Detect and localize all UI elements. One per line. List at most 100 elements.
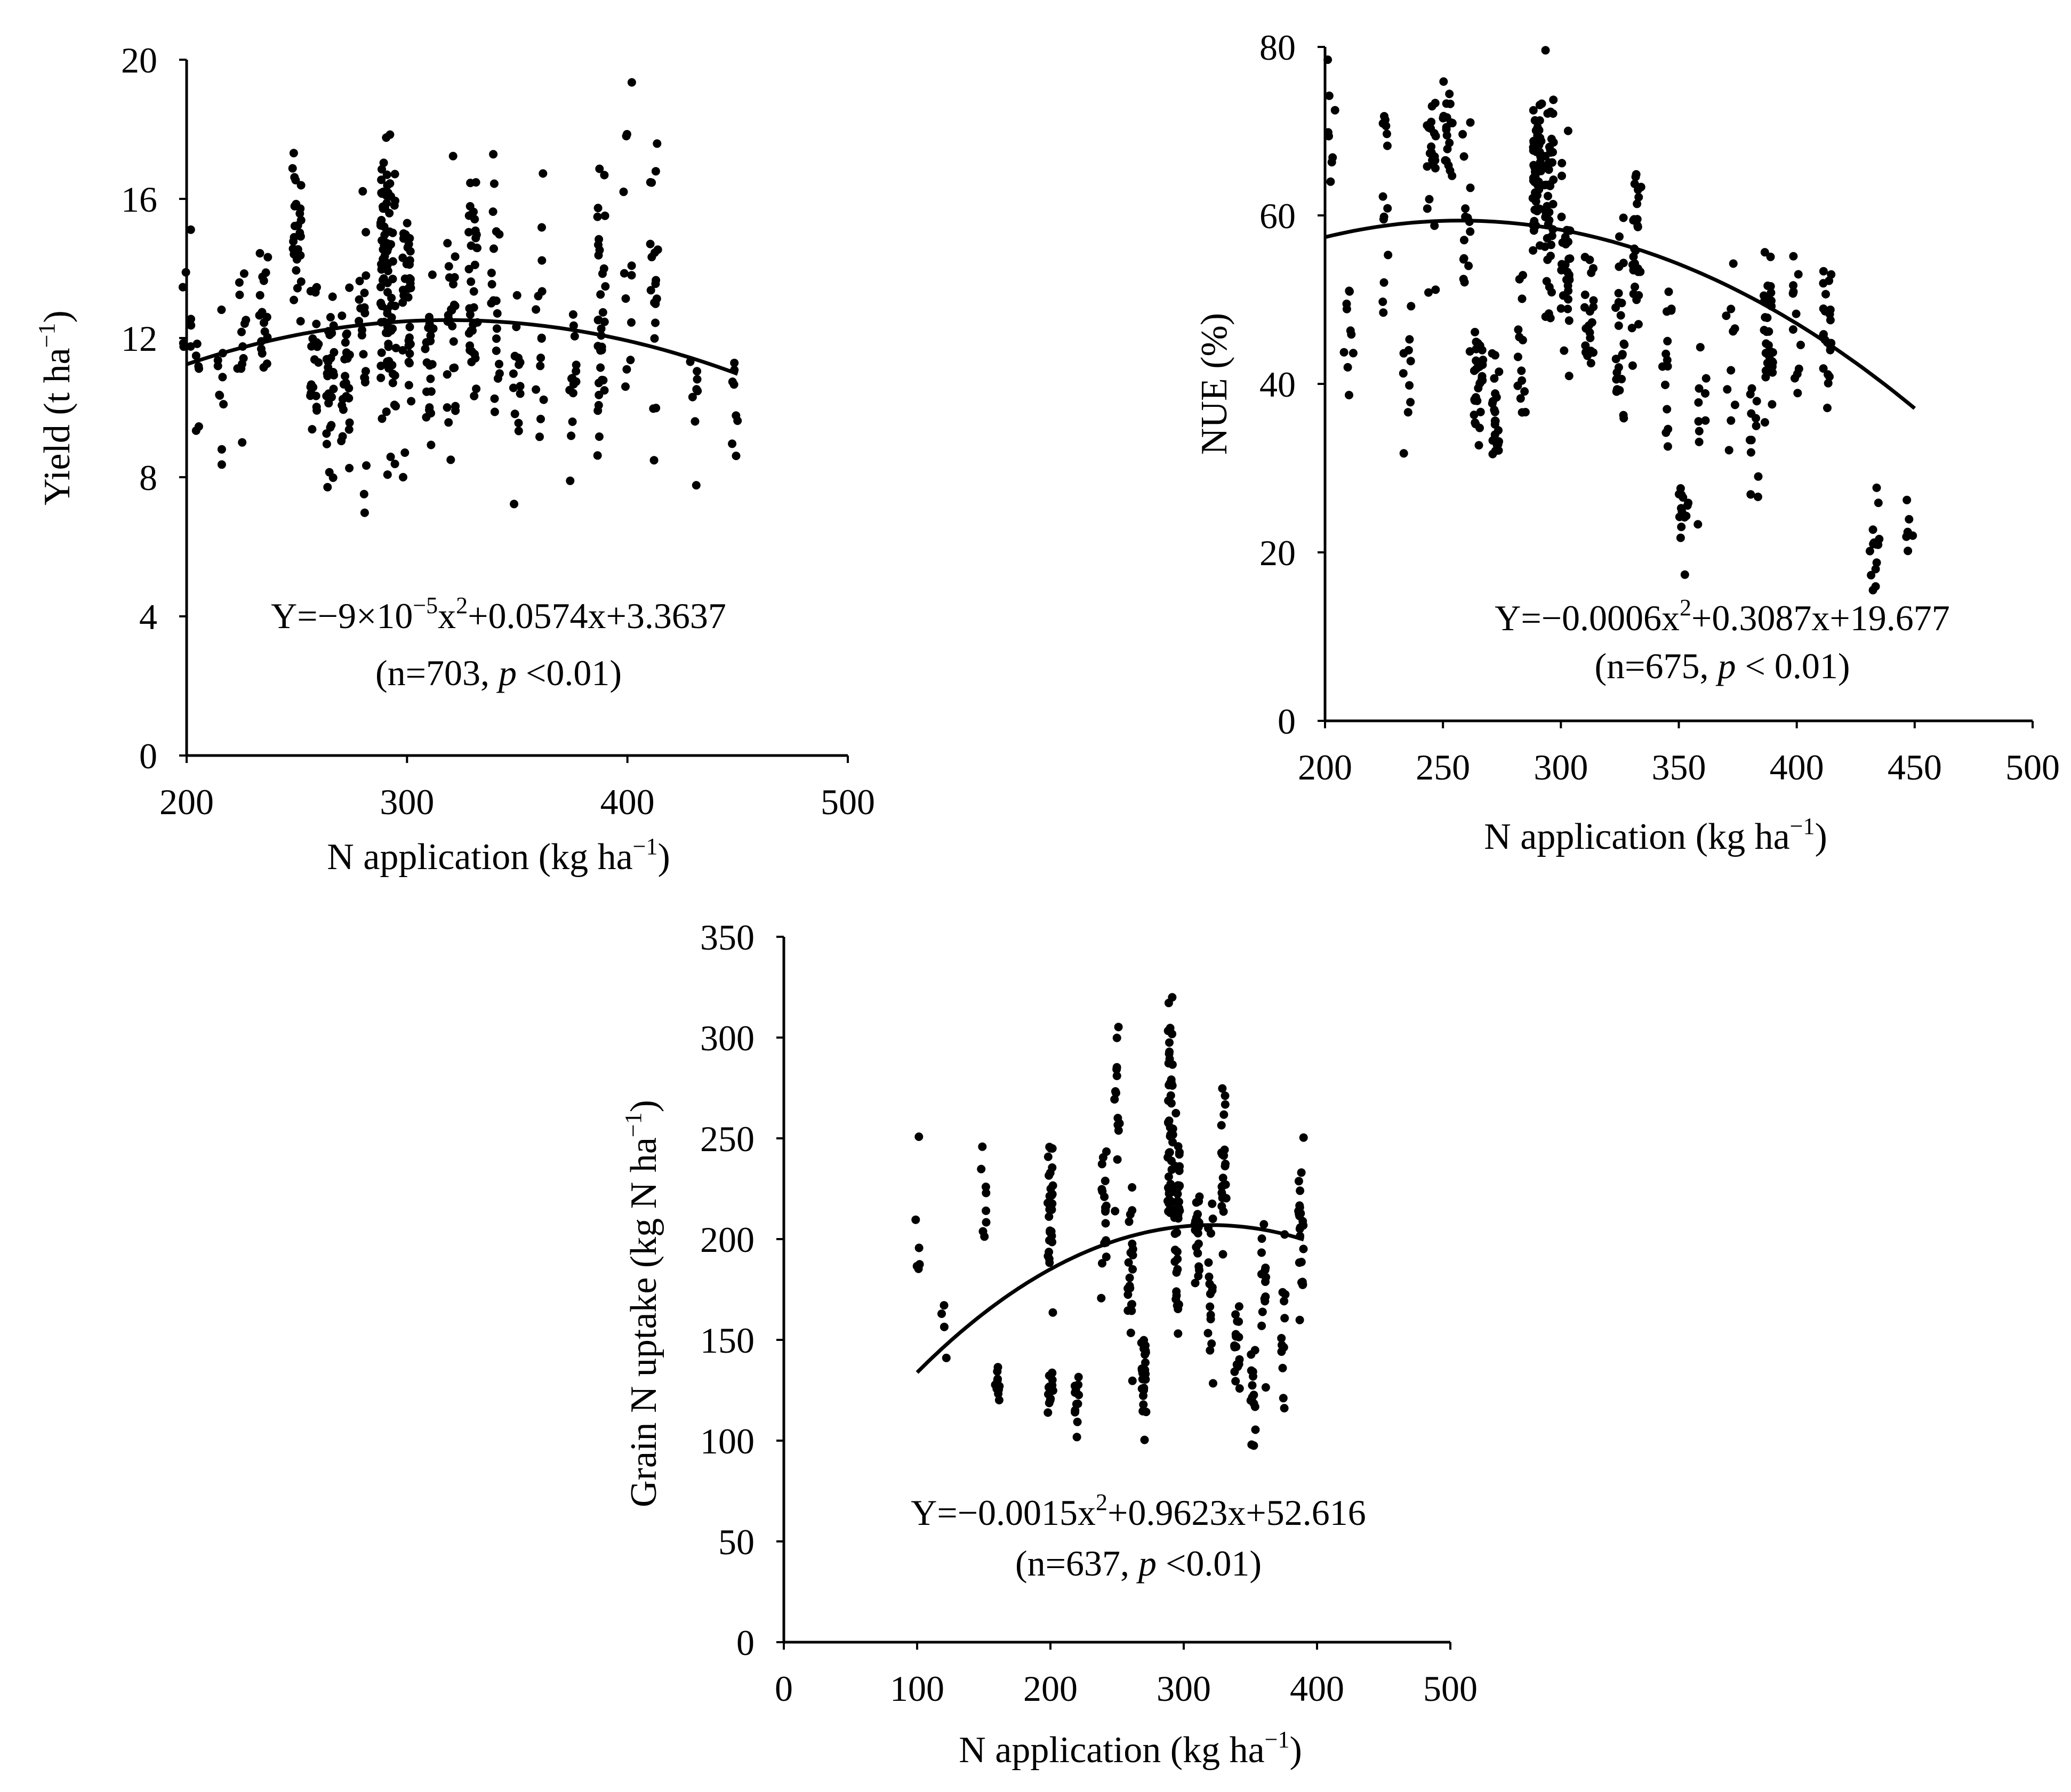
yield-data-point [653,139,662,148]
grain-data-point [1123,1306,1133,1315]
nue-data-point [1745,436,1754,445]
grain-data-point [1097,1160,1106,1169]
yield-data-point [390,170,399,179]
nue-data-point [1406,398,1415,407]
nue-ticks: 200 250 300 350 400 450 500 0 20 40 60 80 [1259,27,2060,787]
nue-data-point [1490,374,1499,383]
grain-y-tick-label: 300 [700,1018,754,1058]
yield-x-axis-label: N application (kg ha−1) [327,833,670,878]
grain-data-point [1217,1202,1226,1211]
grain-data-point [1280,1404,1289,1413]
yield-data-point [692,385,701,394]
yield-data-point [344,425,354,434]
grain-data-point [1194,1272,1203,1281]
yield-data-point [425,403,434,412]
yield-data-point [404,341,413,350]
yield-points [178,78,742,517]
nue-data-point [1405,335,1414,344]
grain-data-point [978,1227,988,1236]
yield-data-point [448,151,457,160]
yield-data-point [467,241,476,250]
grain-data-point [1193,1249,1202,1258]
nue-data-point [1693,520,1703,529]
nue-data-point [1619,213,1628,222]
grain-data-point [1231,1310,1240,1319]
nue-data-point [1872,558,1881,567]
nue-data-point [1518,294,1527,303]
yield-data-point [388,369,397,379]
grain-data-point [1194,1262,1203,1271]
yield-data-point [324,363,333,372]
yield-data-point [495,369,504,378]
yield-data-point [398,346,407,355]
yield-data-point [388,275,397,284]
nue-data-point [1661,349,1671,358]
grain-data-point [1235,1384,1244,1393]
grain-data-point [981,1183,990,1191]
yield-data-point [322,429,331,438]
grain-data-point [1258,1307,1267,1316]
nue-data-point [1768,400,1777,409]
yield-data-point [238,438,247,447]
nue-data-point [1824,379,1833,388]
grain-data-point [1259,1220,1269,1229]
yield-data-point [362,461,371,470]
yield-data-point [627,271,636,280]
yield-data-point [621,382,630,391]
grain-data-point [1048,1376,1057,1385]
yield-data-point [489,150,498,159]
nue-data-point [1558,260,1566,269]
nue-data-point [1589,264,1598,273]
yield-data-point [536,353,545,363]
yield-data-point [470,215,479,224]
yield-data-point [422,387,431,396]
yield-data-point [490,394,499,403]
nue-data-point [1701,389,1709,398]
nue-data-point [1791,374,1799,383]
nue-data-point [1439,77,1448,86]
nue-data-point [1378,298,1387,306]
grain-data-point [1123,1290,1133,1299]
nue-data-point [1619,339,1628,348]
nue-data-point [1868,525,1877,534]
grain-data-point [1221,1180,1230,1189]
yield-data-point [312,338,321,347]
yield-data-point [387,301,396,310]
yield-data-point [377,348,386,357]
grain-data-point [1045,1143,1054,1152]
nue-data-point [1695,384,1704,393]
grain-data-point [937,1309,946,1318]
yield-data-point [516,382,525,391]
nue-data-point [1458,130,1467,139]
grain-data-point [1125,1217,1134,1226]
yield-data-point [600,171,609,180]
grain-data-point [1125,1273,1134,1282]
yield-data-point [357,331,366,340]
nue-data-point [1634,320,1643,329]
nue-data-point [1761,373,1770,382]
yield-data-point [324,398,333,407]
yield-y-tick-label: 20 [121,40,157,81]
yield-data-point [398,285,407,294]
grain-data-point [1219,1151,1229,1160]
yield-data-point [262,359,271,368]
nue-data-point [1819,279,1828,288]
nue-data-point [1490,420,1499,429]
yield-data-point [290,295,299,304]
yield-data-point [391,343,400,352]
grain-data-point [1098,1259,1106,1268]
grain-data-point [1247,1350,1256,1359]
grain-data-point [1232,1360,1241,1369]
nue-data-point [1634,185,1642,194]
nue-data-point [1543,109,1552,118]
grain-data-point [1221,1091,1230,1100]
nue-data-point [1466,183,1475,192]
nue-data-point [1476,407,1485,416]
nue-data-point [1746,448,1755,457]
grain-data-point [1279,1394,1288,1403]
yield-data-point [255,291,264,300]
grain-data-point [1139,1336,1149,1345]
nue-data-point [1563,304,1572,314]
nue-data-point [1325,132,1333,141]
grain-data-point [1175,1148,1184,1157]
